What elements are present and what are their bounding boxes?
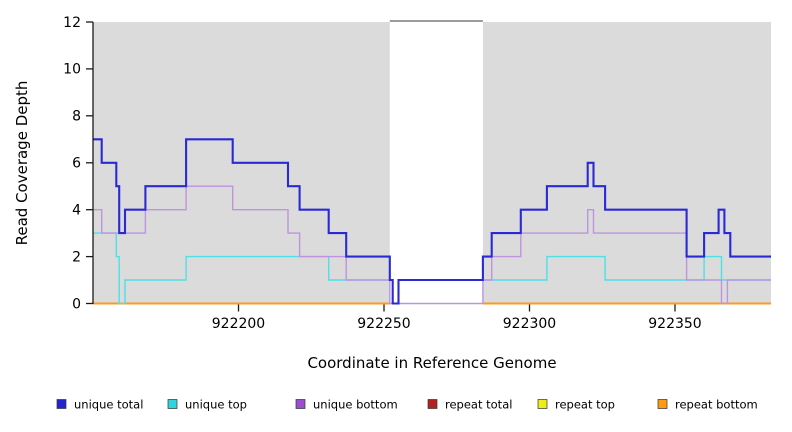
y-tick-group: 0 2 4 6 8 10 12 — [63, 15, 93, 312]
legend-swatch-unique-top — [167, 399, 178, 409]
legend-swatch-repeat-total — [427, 399, 438, 409]
y-tick-label: 4 — [72, 203, 81, 219]
x-tick-label: 922250 — [357, 316, 410, 332]
y-axis-title: Read Coverage Depth — [13, 81, 31, 246]
legend-item-unique-total: unique total — [56, 398, 143, 412]
masked-region-rect — [389, 20, 483, 305]
x-axis-title: Coordinate in Reference Genome — [307, 354, 556, 372]
legend-swatch-repeat-bottom — [657, 399, 668, 409]
legend: unique total unique top unique bottom re… — [56, 398, 758, 412]
y-tick-label: 2 — [72, 249, 81, 265]
legend-item-repeat-total: repeat total — [427, 398, 512, 412]
legend-label-unique-top: unique top — [185, 398, 247, 412]
y-tick-label: 12 — [63, 15, 81, 31]
legend-item-repeat-bottom: repeat bottom — [657, 398, 758, 412]
legend-label-unique-total: unique total — [74, 398, 143, 412]
y-tick-label: 10 — [63, 62, 81, 78]
x-tick-label: 922300 — [503, 316, 556, 332]
y-tick-label: 8 — [72, 109, 81, 125]
legend-swatch-repeat-top — [537, 399, 548, 409]
x-axis: 922200 922250 922300 922350 — [212, 304, 702, 332]
x-tick-label: 922350 — [648, 316, 701, 332]
y-tick-label: 6 — [72, 156, 81, 172]
x-tick-group: 922200 922250 922300 922350 — [212, 304, 702, 332]
legend-swatch-unique-total — [56, 399, 67, 409]
legend-label-repeat-total: repeat total — [445, 398, 512, 412]
legend-item-unique-bottom: unique bottom — [295, 398, 398, 412]
legend-label-repeat-bottom: repeat bottom — [675, 398, 758, 412]
y-axis: 0 2 4 6 8 10 12 — [63, 15, 94, 312]
masked-region — [389, 20, 483, 305]
unique-series-layer — [93, 138, 771, 305]
x-tick-label: 922200 — [212, 316, 265, 332]
y-tick-label: 0 — [72, 296, 81, 312]
legend-item-unique-top: unique top — [167, 398, 247, 412]
series-line-unique-total — [93, 138, 771, 305]
legend-item-repeat-top: repeat top — [537, 398, 615, 412]
legend-label-repeat-top: repeat top — [555, 398, 615, 412]
legend-label-unique-bottom: unique bottom — [313, 398, 398, 412]
legend-swatch-unique-bottom — [295, 399, 306, 409]
